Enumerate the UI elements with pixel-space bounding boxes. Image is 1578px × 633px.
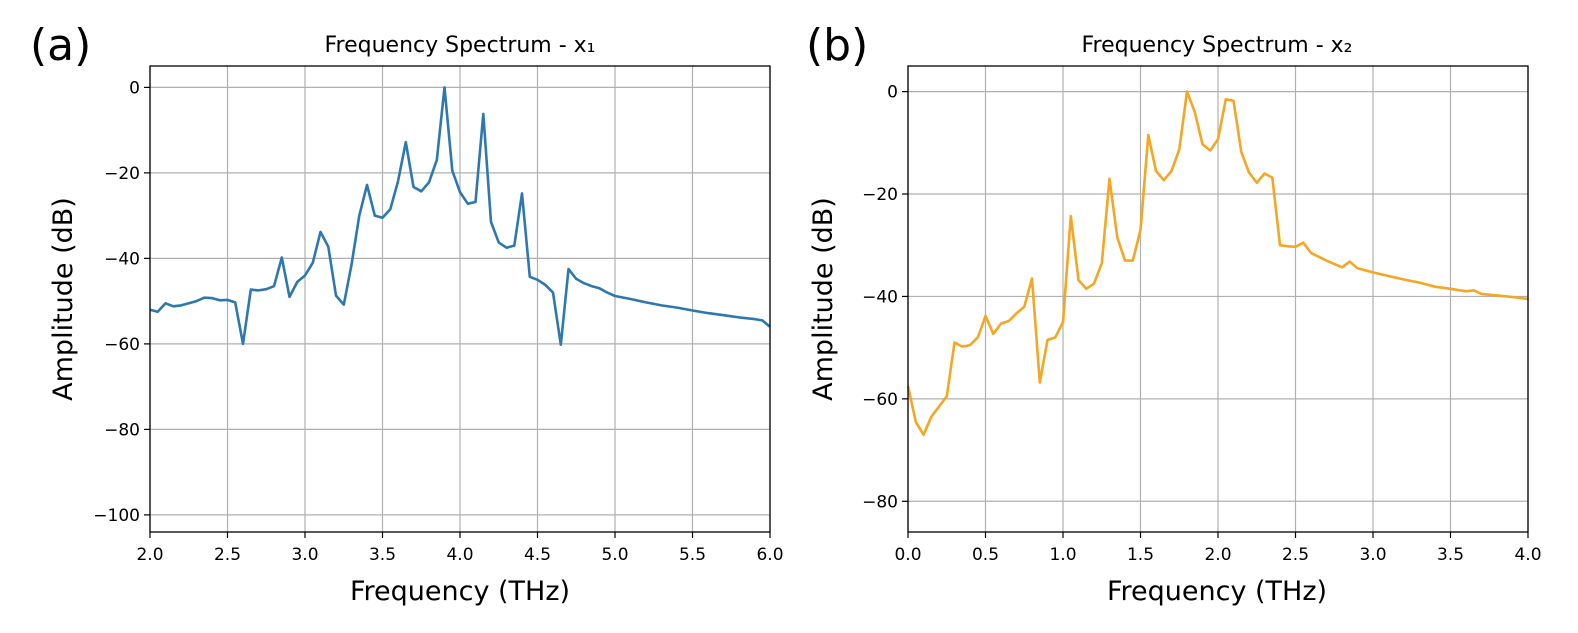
- chart-b-ticks: [902, 91, 1529, 538]
- chart-b-x-tick-label: 4.0: [1514, 545, 1541, 565]
- chart-b-y-tick-label: −40: [862, 287, 898, 307]
- chart-a-y-tick-labels: 0 −20 −40 −60 −80 −100: [93, 78, 140, 526]
- chart-b-x-tick-label: 0.5: [972, 545, 999, 565]
- chart-b-frame: [907, 65, 1529, 533]
- chart-a-y-tick-label: 0: [129, 78, 140, 98]
- chart-a-x-tick-label: 4.0: [446, 545, 473, 565]
- chart-a-y-tick-label: −80: [104, 420, 140, 440]
- chart-b-x-tick-label: 3.5: [1437, 545, 1464, 565]
- panel-label-a: (a): [30, 20, 91, 71]
- panel-label-b: (b): [806, 20, 868, 71]
- chart-a-series-line: [149, 86, 771, 346]
- chart-b-x-tick-label: 1.5: [1127, 545, 1154, 565]
- chart-b-y-axis-label: Amplitude (dB): [808, 197, 839, 401]
- chart-a-grid: [149, 66, 771, 532]
- chart-a-ticks: [144, 86, 771, 538]
- chart-b-y-tick-label: 0: [887, 83, 898, 103]
- chart-b-x-tick-label: 2.0: [1204, 545, 1231, 565]
- chart-b: (b) Frequency Spectrum - x₂ 0.0 0.5 1.0 1.5…: [806, 20, 1542, 607]
- chart-a-x-tick-label: 6.0: [756, 545, 783, 565]
- chart-b-series-line: [906, 90, 1529, 436]
- chart-a-x-tick-label: 3.5: [369, 545, 396, 565]
- chart-b-x-axis-label: Frequency (THz): [1107, 576, 1327, 607]
- chart-b-x-tick-label: 3.0: [1359, 545, 1386, 565]
- chart-a-x-tick-label: 2.5: [214, 545, 241, 565]
- chart-b-x-tick-label: 2.5: [1282, 545, 1309, 565]
- chart-b-y-tick-label: −20: [862, 185, 898, 205]
- chart-b-x-tick-label: 0.0: [894, 545, 921, 565]
- chart-b-title: Frequency Spectrum - x₂: [1081, 33, 1352, 58]
- chart-a-y-tick-label: −60: [104, 335, 140, 355]
- chart-a-y-axis-label: Amplitude (dB): [48, 197, 79, 401]
- chart-a-y-tick-label: −100: [93, 506, 140, 526]
- chart-b-y-tick-labels: 0 −20 −40 −60 −80: [862, 83, 898, 513]
- chart-a: (a) Frequency Spectrum - x₁ 2.0 2.5 3.0 3.5…: [30, 20, 784, 607]
- chart-b-y-tick-label: −60: [862, 390, 898, 410]
- chart-a-x-tick-label: 3.0: [291, 545, 318, 565]
- chart-a-x-tick-label: 5.5: [679, 545, 706, 565]
- chart-a-frame: [149, 65, 771, 533]
- chart-a-x-tick-label: 2.0: [136, 545, 163, 565]
- chart-a-title: Frequency Spectrum - x₁: [324, 33, 595, 58]
- chart-b-x-tick-label: 1.0: [1049, 545, 1076, 565]
- chart-a-x-tick-label: 5.0: [601, 545, 628, 565]
- chart-a-x-tick-label: 4.5: [524, 545, 551, 565]
- chart-a-y-tick-label: −20: [104, 164, 140, 184]
- chart-b-x-tick-labels: 0.0 0.5 1.0 1.5 2.0 2.5 3.0 3.5 4.0: [894, 545, 1541, 565]
- chart-a-x-tick-labels: 2.0 2.5 3.0 3.5 4.0 4.5 5.0 5.5 6.0: [136, 545, 783, 565]
- chart-a-y-tick-label: −40: [104, 249, 140, 269]
- chart-a-x-axis-label: Frequency (THz): [350, 576, 570, 607]
- chart-b-y-tick-label: −80: [862, 492, 898, 512]
